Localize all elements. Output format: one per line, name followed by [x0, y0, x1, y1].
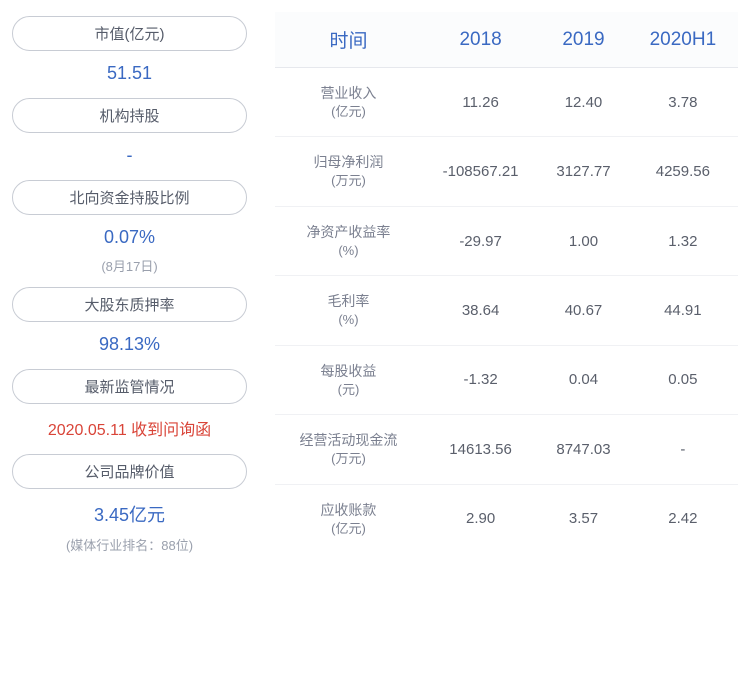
cell: 2.90 [422, 484, 539, 553]
cell: 12.40 [539, 68, 627, 137]
col-header-2019: 2019 [539, 12, 627, 68]
table-row: 每股收益 (元) -1.32 0.04 0.05 [275, 345, 738, 414]
row-label-unit: (万元) [281, 172, 416, 190]
financials-table: 时间 2018 2019 2020H1 营业收入 (亿元) 11.26 12.4… [275, 12, 738, 553]
cell: 0.05 [628, 345, 738, 414]
col-header-time: 时间 [275, 12, 422, 68]
table-header-row: 时间 2018 2019 2020H1 [275, 12, 738, 68]
cell: 14613.56 [422, 415, 539, 484]
row-label-unit: (元) [281, 381, 416, 399]
row-label-main: 毛利率 [281, 292, 416, 311]
cell: 0.04 [539, 345, 627, 414]
cell: 3.57 [539, 484, 627, 553]
metric-label-market-cap: 市值(亿元) [12, 16, 247, 51]
row-label-main: 应收账款 [281, 501, 416, 520]
row-label: 应收账款 (亿元) [275, 484, 422, 553]
row-label: 营业收入 (亿元) [275, 68, 422, 137]
row-label-main: 营业收入 [281, 84, 416, 103]
metric-sub-northbound: (8月17日) [12, 256, 247, 281]
row-label-unit: (亿元) [281, 103, 416, 121]
cell: 1.00 [539, 206, 627, 275]
row-label: 归母净利润 (万元) [275, 137, 422, 206]
metric-value-regulatory: 2020.05.11 收到问询函 [12, 410, 247, 448]
financials-table-wrapper: 时间 2018 2019 2020H1 营业收入 (亿元) 11.26 12.4… [247, 12, 738, 666]
table-row: 归母净利润 (万元) -108567.21 3127.77 4259.56 [275, 137, 738, 206]
row-label-main: 净资产收益率 [281, 223, 416, 242]
table-row: 毛利率 (%) 38.64 40.67 44.91 [275, 276, 738, 345]
metric-sub-brand: (媒体行业排名：88位) [12, 535, 247, 560]
cell: 44.91 [628, 276, 738, 345]
row-label: 净资产收益率 (%) [275, 206, 422, 275]
left-metrics-column: 市值(亿元) 51.51 机构持股 - 北向资金持股比例 0.07% (8月17… [12, 12, 247, 666]
cell: 8747.03 [539, 415, 627, 484]
cell: 40.67 [539, 276, 627, 345]
metric-value-market-cap: 51.51 [12, 57, 247, 92]
metric-label-institutional: 机构持股 [12, 98, 247, 133]
col-header-2020h1: 2020H1 [628, 12, 738, 68]
cell: -29.97 [422, 206, 539, 275]
metric-value-institutional: - [12, 139, 247, 174]
row-label-unit: (%) [281, 311, 416, 329]
cell: 2.42 [628, 484, 738, 553]
table-body: 营业收入 (亿元) 11.26 12.40 3.78 归母净利润 (万元) -1… [275, 68, 738, 554]
table-row: 应收账款 (亿元) 2.90 3.57 2.42 [275, 484, 738, 553]
metric-label-northbound: 北向资金持股比例 [12, 180, 247, 215]
table-row: 营业收入 (亿元) 11.26 12.40 3.78 [275, 68, 738, 137]
cell: 11.26 [422, 68, 539, 137]
table-row: 经营活动现金流 (万元) 14613.56 8747.03 - [275, 415, 738, 484]
row-label-main: 归母净利润 [281, 153, 416, 172]
cell: -1.32 [422, 345, 539, 414]
cell: 4259.56 [628, 137, 738, 206]
col-header-2018: 2018 [422, 12, 539, 68]
row-label-main: 经营活动现金流 [281, 431, 416, 450]
metric-label-regulatory: 最新监管情况 [12, 369, 247, 404]
cell: 3127.77 [539, 137, 627, 206]
cell: 3.78 [628, 68, 738, 137]
row-label: 经营活动现金流 (万元) [275, 415, 422, 484]
row-label: 每股收益 (元) [275, 345, 422, 414]
row-label: 毛利率 (%) [275, 276, 422, 345]
metric-label-pledge: 大股东质押率 [12, 287, 247, 322]
metric-value-brand: 3.45亿元 [12, 495, 247, 535]
metric-label-brand: 公司品牌价值 [12, 454, 247, 489]
cell: 38.64 [422, 276, 539, 345]
metric-value-pledge: 98.13% [12, 328, 247, 363]
cell: 1.32 [628, 206, 738, 275]
row-label-unit: (万元) [281, 450, 416, 468]
cell: - [628, 415, 738, 484]
row-label-main: 每股收益 [281, 362, 416, 381]
row-label-unit: (亿元) [281, 520, 416, 538]
cell: -108567.21 [422, 137, 539, 206]
row-label-unit: (%) [281, 242, 416, 260]
metric-value-northbound: 0.07% [12, 221, 247, 256]
table-row: 净资产收益率 (%) -29.97 1.00 1.32 [275, 206, 738, 275]
